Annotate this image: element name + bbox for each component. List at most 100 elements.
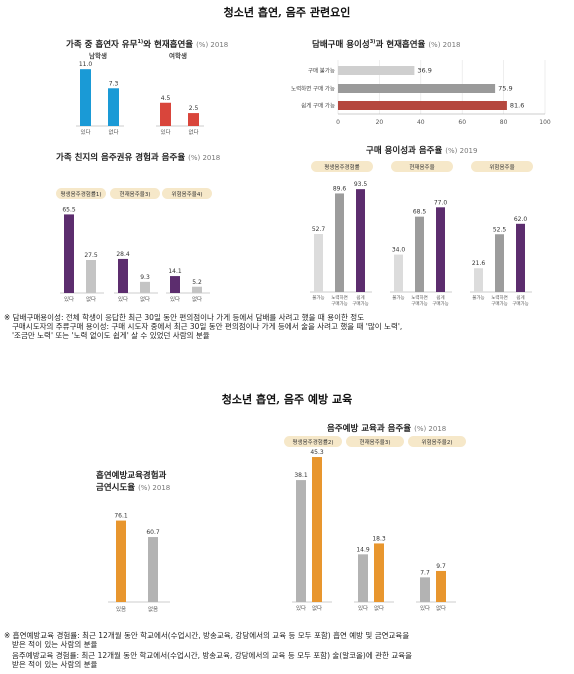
notes2-line2: 받은 적이 있는 사람의 분율 [12, 640, 98, 649]
chart4-category-label: 쉽게 [356, 294, 364, 301]
chart6-group-pill [346, 436, 404, 447]
chart1-bar [188, 113, 199, 126]
chart3-unit: (%) 2018 [188, 154, 221, 162]
chart4-bar [415, 216, 424, 292]
chart1-title-sup: 1) [137, 39, 144, 46]
chart3-group-pill [56, 188, 106, 199]
chart5-unit: (%) 2018 [138, 484, 171, 492]
chart1-title-text: 가족 중 흡연자 유무 [66, 40, 138, 50]
chart4-category-label: 노력하면 [411, 294, 428, 301]
chart4-title: 구매 용이성과 음주율 (%) 2019 [366, 144, 477, 156]
chart1-category-label: 있다 [160, 128, 170, 136]
chart6-bar [296, 480, 306, 602]
notes2-line3: 음주예방교육 경험률: 최근 12개월 동안 학교에서(수업시간, 방송교육, … [12, 651, 413, 660]
chart2-title: 담배구매 용이성3)과 현재흡연율 (%) 2018 [312, 38, 460, 50]
chart4-category-label: 노력하면 [491, 294, 508, 301]
chart6-group-pill [284, 436, 342, 447]
notes2-line4: 받은 적이 있는 사람의 분율 [12, 660, 98, 669]
chart4-group-pill [311, 161, 373, 172]
chart4-value-label: 62.0 [514, 216, 528, 223]
chart3-group-label: 현재음주율3) [120, 190, 151, 198]
chart5-bar [148, 537, 158, 602]
chart6-category-label: 없다 [436, 604, 446, 612]
chart6-bar [420, 577, 430, 602]
chart4-category-label-line2: 구매가능 [512, 300, 529, 307]
chart3-bar [170, 276, 180, 293]
chart3-group-label: 평생음주경험률1) [60, 190, 101, 198]
chart3-bar [86, 260, 96, 293]
chart4-bar [436, 207, 445, 292]
chart6-bar [374, 543, 384, 602]
chart2-category-label: 노력하면 구매 가능 [291, 85, 335, 93]
chart4-category-label: 불가능 [312, 294, 324, 301]
chart1-value-label: 4.5 [161, 95, 171, 102]
chart2-x-tick: 80 [500, 119, 508, 126]
chart4-value-label: 77.0 [434, 199, 448, 206]
chart3-value-label: 5.2 [192, 279, 202, 286]
chart4-value-label: 52.5 [493, 226, 507, 233]
chart6-category-label: 없다 [312, 604, 322, 612]
chart4-bar [394, 254, 403, 292]
chart3-bar [192, 286, 202, 293]
chart4-group-label: 평생음주경험률 [324, 163, 359, 171]
chart2-category-label: 구매 불가능 [308, 67, 335, 75]
chart4-group-label: 위험음주율 [489, 163, 514, 171]
chart4-category-label: 쉽게 [436, 294, 444, 301]
chart3-value-label: 65.5 [62, 206, 76, 213]
chart4-bar [495, 234, 504, 292]
chart4-category-label-line2: 구매가능 [331, 300, 348, 307]
chart1-bar [108, 88, 119, 126]
chart2-x-tick: 20 [376, 119, 384, 126]
chart4-bar [474, 268, 483, 292]
chart2-title-text: 담배구매 용이성 [312, 40, 370, 50]
chart3-category-label: 없다 [140, 295, 150, 303]
chart5-title: 흡연예방교육경험과 금연시도율 (%) 2018 [96, 470, 170, 494]
chart4-category-label: 불가능 [392, 294, 404, 301]
chart3-title: 가족 친지의 음주권유 경험과 음주율 (%) 2018 [56, 151, 220, 163]
chart5-bar [116, 520, 126, 602]
chart6-group-label: 현재음주율3) [360, 438, 391, 446]
chart4-category-label: 노력하면 [331, 294, 348, 301]
notes1-line2: 구매시도자의 주류구매 용이성: 구매 시도자 중에서 최근 30일 동안 편의… [12, 322, 403, 331]
chart3-bar [140, 281, 150, 293]
chart6-group-pill [408, 436, 466, 447]
chart3-value-label: 14.1 [168, 268, 182, 275]
chart1-group-label: 남학생 [89, 51, 107, 60]
chart6-title: 음주예방 교육과 음주율 (%) 2018 [327, 422, 446, 434]
chart4-value-label: 93.5 [354, 181, 368, 188]
chart6-bar [358, 554, 368, 602]
chart2-value-label: 81.6 [510, 102, 524, 110]
chart5-smoking-education: 76.1 있음 60.7 없음 [108, 513, 170, 613]
chart1-category-label: 없다 [108, 128, 118, 136]
chart2-value-label: 75.9 [498, 85, 512, 93]
chart2-value-label: 36.9 [417, 67, 431, 75]
chart3-family-drinking: 평생음주경험률1) 65.5 있다 27.5 없다 현재음주율3) 28.4 있다 9.3 없다 위… [56, 188, 212, 303]
chart2-x-tick: 0 [336, 119, 340, 126]
chart3-category-label: 없다 [192, 295, 202, 303]
chart5-value-label: 76.1 [114, 513, 128, 520]
chart1-bar [80, 69, 91, 126]
chart1-bar [160, 102, 171, 126]
chart4-value-label: 89.6 [333, 185, 347, 192]
chart2-title-rest: 과 현재흡연율 [375, 40, 426, 50]
chart3-value-label: 27.5 [84, 252, 98, 259]
chart3-group-label: 위험음주율4) [172, 190, 203, 198]
chart5-category-label: 있음 [116, 605, 126, 613]
chart4-unit: (%) 2019 [445, 147, 478, 155]
chart6-value-label: 45.3 [310, 449, 324, 456]
chart1-category-label: 없다 [188, 128, 198, 136]
chart6-value-label: 9.7 [436, 563, 446, 570]
chart3-group-pill [110, 188, 160, 199]
chart2-title-sup: 3) [369, 39, 376, 46]
chart4-category-label: 불가능 [472, 294, 484, 301]
chart4-bar [335, 193, 344, 292]
chart3-bar [118, 258, 128, 293]
chart4-bar [516, 223, 525, 292]
chart2-cigarette-purchase: 0 20 40 60 80 100 구매 불가능 36.9 노력하면 구매 가능 75.9 쉽게 구… [291, 60, 551, 126]
chart1-title: 가족 중 흡연자 유무1)와 현재흡연율 (%) 2018 [66, 38, 228, 50]
chart6-category-label: 없다 [374, 604, 384, 612]
chart4-group-pill [471, 161, 533, 172]
chart4-category-label-line2: 구매가능 [432, 300, 449, 307]
chart4-category-label-line2: 구매가능 [491, 300, 508, 307]
